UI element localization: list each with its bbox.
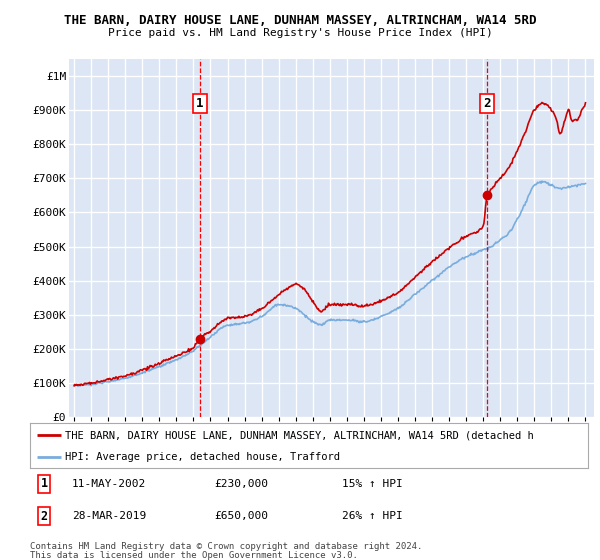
Text: 11-MAY-2002: 11-MAY-2002 — [72, 479, 146, 489]
Text: 2: 2 — [484, 97, 491, 110]
Text: Price paid vs. HM Land Registry's House Price Index (HPI): Price paid vs. HM Land Registry's House … — [107, 28, 493, 38]
Text: HPI: Average price, detached house, Trafford: HPI: Average price, detached house, Traf… — [65, 452, 340, 462]
Text: 28-MAR-2019: 28-MAR-2019 — [72, 511, 146, 521]
Text: THE BARN, DAIRY HOUSE LANE, DUNHAM MASSEY, ALTRINCHAM, WA14 5RD (detached h: THE BARN, DAIRY HOUSE LANE, DUNHAM MASSE… — [65, 430, 533, 440]
Text: 26% ↑ HPI: 26% ↑ HPI — [343, 511, 403, 521]
Text: £230,000: £230,000 — [214, 479, 268, 489]
Text: 1: 1 — [40, 477, 47, 491]
Text: 15% ↑ HPI: 15% ↑ HPI — [343, 479, 403, 489]
Text: Contains HM Land Registry data © Crown copyright and database right 2024.: Contains HM Land Registry data © Crown c… — [30, 542, 422, 551]
Text: 2: 2 — [40, 510, 47, 522]
Text: £650,000: £650,000 — [214, 511, 268, 521]
Text: This data is licensed under the Open Government Licence v3.0.: This data is licensed under the Open Gov… — [30, 551, 358, 560]
Text: 1: 1 — [196, 97, 203, 110]
Text: THE BARN, DAIRY HOUSE LANE, DUNHAM MASSEY, ALTRINCHAM, WA14 5RD: THE BARN, DAIRY HOUSE LANE, DUNHAM MASSE… — [64, 14, 536, 27]
